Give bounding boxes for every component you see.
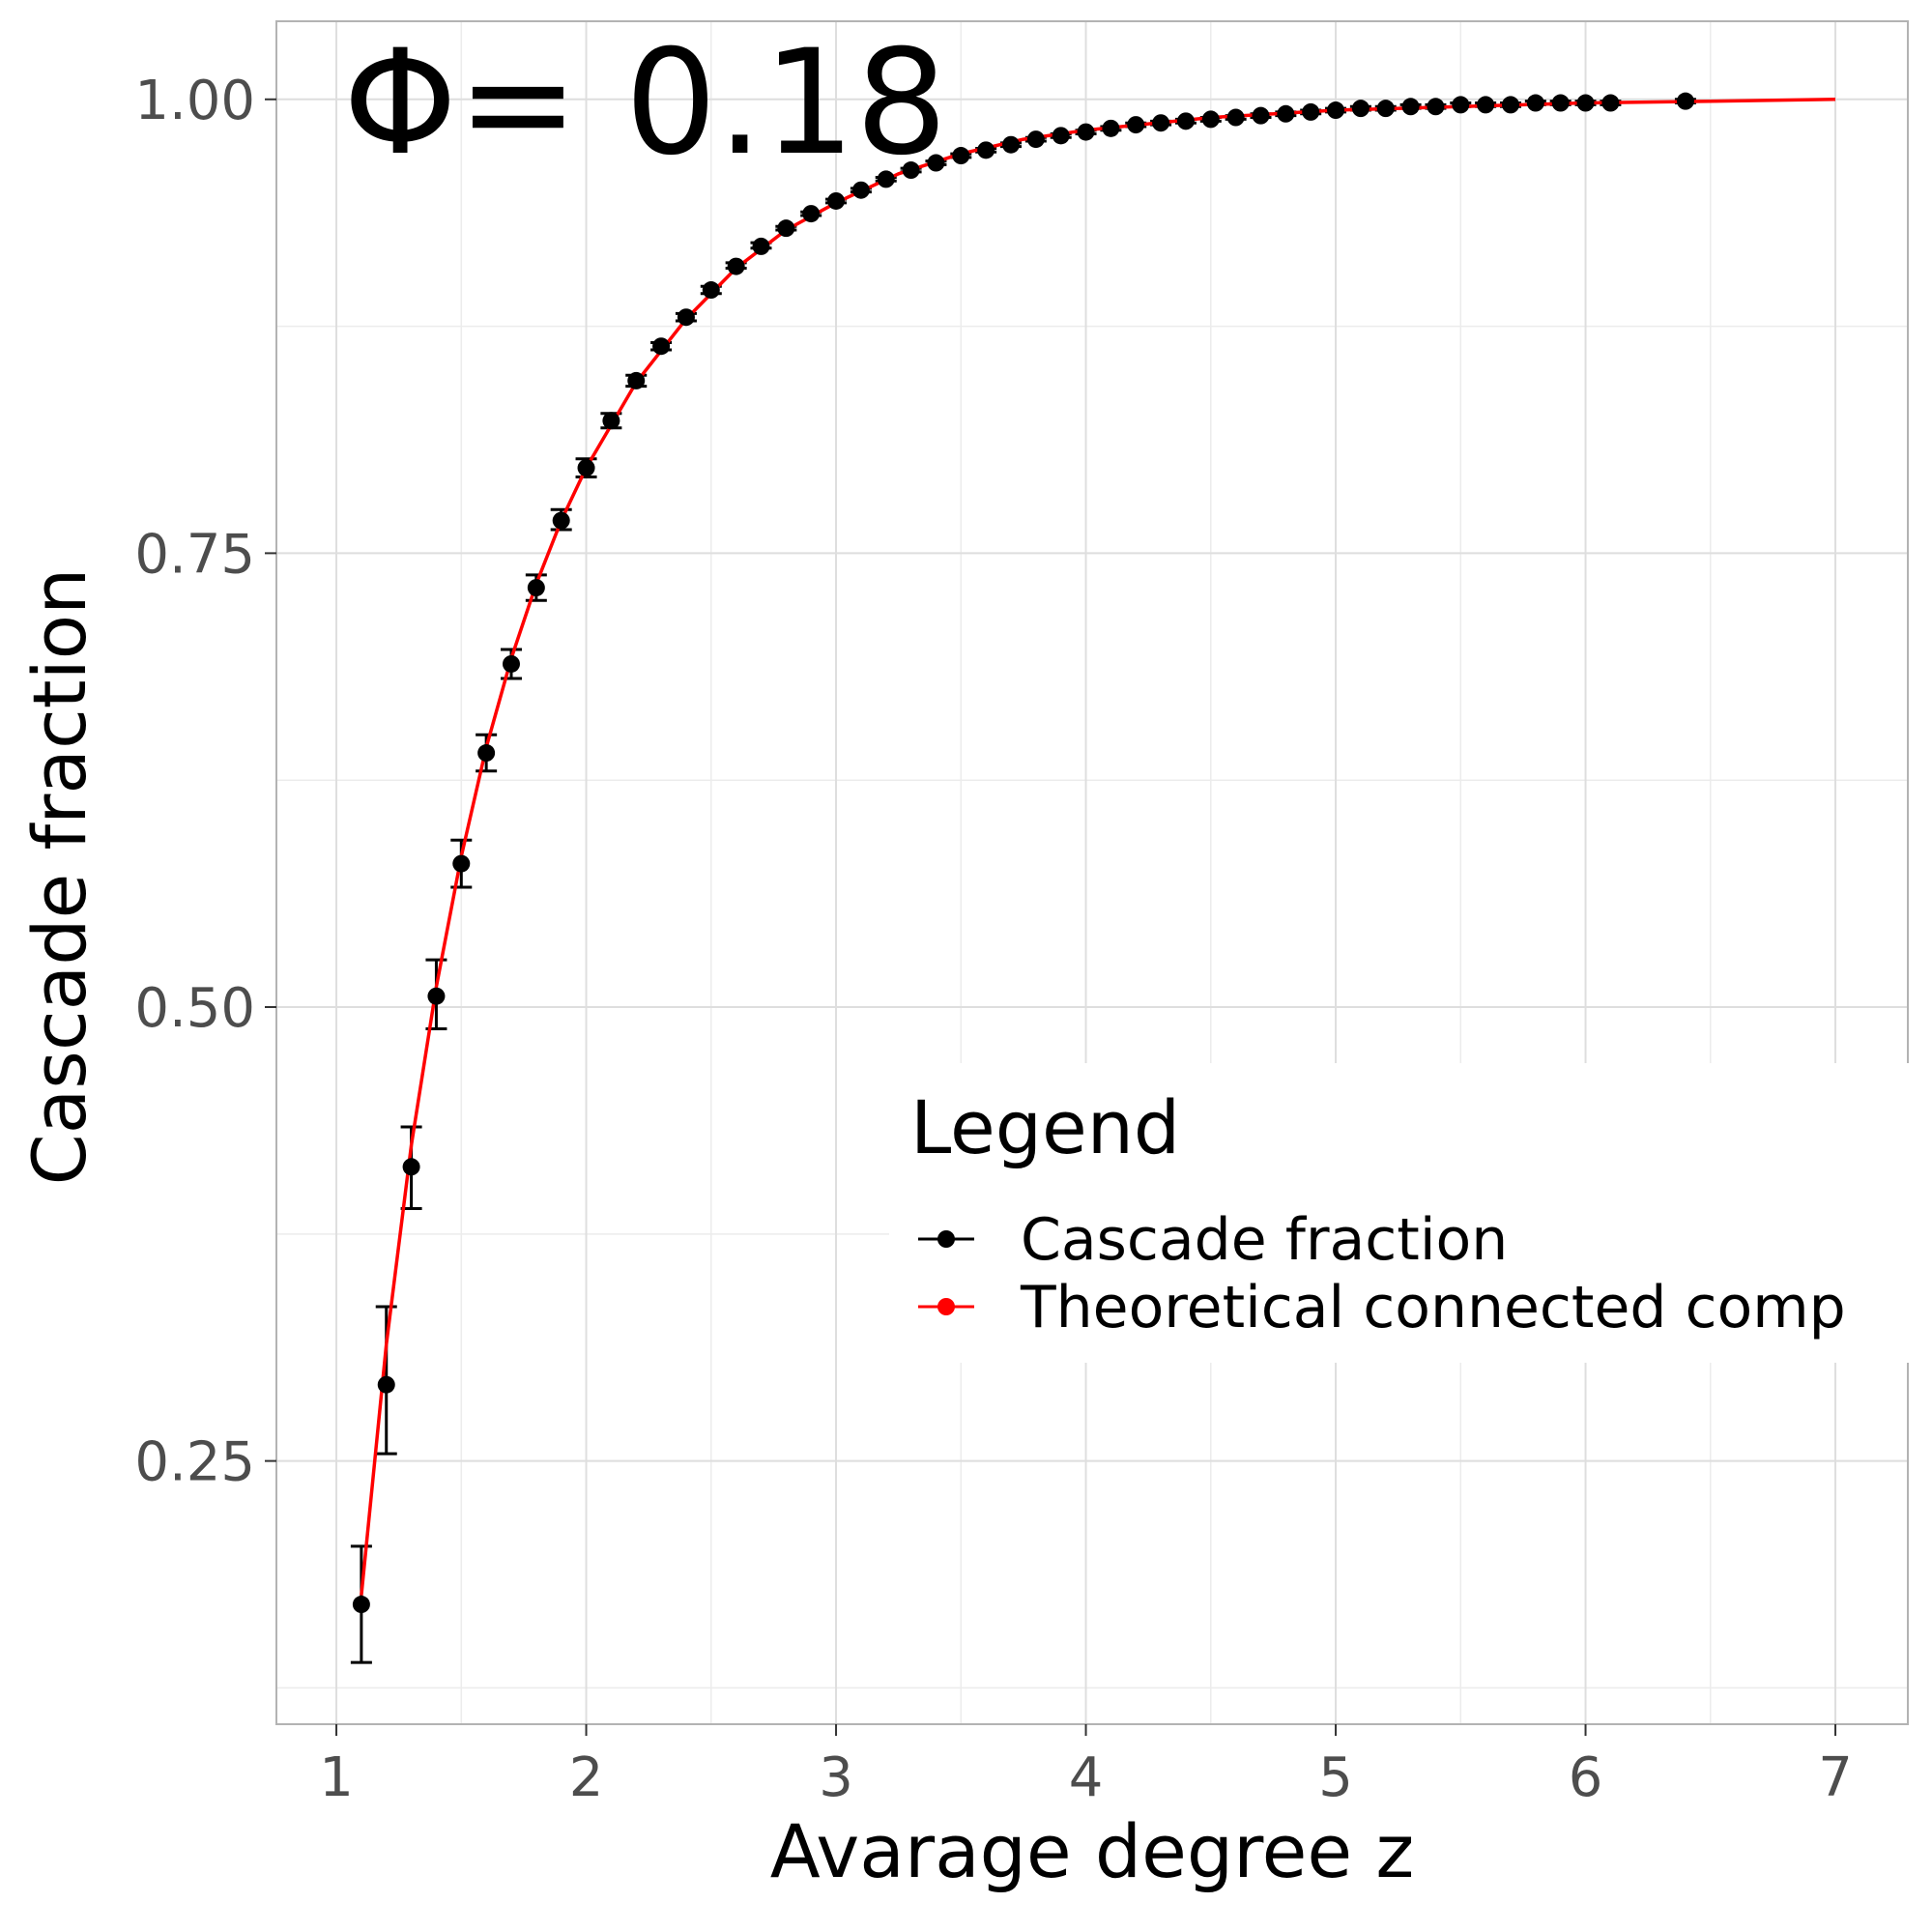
- data-point: [1302, 102, 1320, 121]
- data-point: [1376, 100, 1395, 118]
- x-tick-label: 3: [819, 1746, 853, 1809]
- data-point: [1676, 92, 1694, 110]
- data-point: [502, 654, 520, 673]
- data-point: [352, 1596, 370, 1614]
- data-point: [1477, 96, 1495, 114]
- data-point: [851, 181, 870, 199]
- data-point: [477, 744, 496, 763]
- data-point: [1226, 108, 1245, 127]
- panel-border: [275, 20, 1909, 1725]
- legend: Legend Cascade fraction Theoretical conn…: [889, 1063, 1932, 1363]
- x-tick-label: 6: [1569, 1746, 1603, 1809]
- data-point: [877, 170, 895, 188]
- data-point: [952, 147, 970, 165]
- data-point: [1327, 101, 1345, 120]
- data-point: [452, 854, 471, 873]
- cascade-points: [352, 92, 1694, 1614]
- data-point: [577, 459, 595, 477]
- data-point: [1152, 114, 1170, 132]
- x-tick-label: 4: [1069, 1746, 1104, 1809]
- data-point: [1201, 110, 1220, 129]
- data-point: [777, 219, 795, 238]
- data-point: [552, 511, 570, 530]
- data-point: [1277, 104, 1295, 123]
- data-point: [1351, 100, 1370, 118]
- data-point: [727, 257, 745, 275]
- legend-key-point-cascade: [937, 1230, 955, 1248]
- data-point: [1127, 116, 1145, 134]
- data-point: [827, 191, 846, 210]
- data-point: [1077, 123, 1095, 141]
- data-point: [1401, 98, 1420, 116]
- data-point: [702, 281, 720, 300]
- y-tick-label: 0.50: [134, 977, 255, 1040]
- x-tick-label: 7: [1818, 1746, 1853, 1809]
- data-point: [427, 987, 446, 1005]
- legend-background: [889, 1063, 1932, 1363]
- legend-label-cascade: Cascade fraction: [1021, 1206, 1508, 1274]
- data-point: [527, 579, 545, 597]
- y-axis-title: Cascade fraction: [16, 568, 102, 1186]
- data-point: [377, 1375, 395, 1394]
- data-point: [1452, 96, 1470, 114]
- data-point: [1052, 127, 1070, 145]
- data-point: [1026, 130, 1045, 149]
- data-point: [602, 412, 620, 430]
- legend-key-point-theory: [937, 1298, 955, 1315]
- annotation: Φ= 0.18: [343, 19, 947, 187]
- data-point: [677, 308, 695, 327]
- data-point: [1252, 106, 1270, 125]
- x-tick-label: 2: [569, 1746, 604, 1809]
- x-tick-label: 5: [1318, 1746, 1353, 1809]
- data-point: [1601, 94, 1620, 112]
- data-point: [402, 1158, 420, 1176]
- y-tick-label: 1.00: [134, 70, 255, 132]
- data-point: [652, 337, 671, 356]
- data-point: [1102, 119, 1120, 137]
- grid: [276, 21, 1908, 1724]
- data-point: [1501, 96, 1519, 114]
- data-point: [802, 205, 821, 223]
- data-point: [1001, 135, 1020, 154]
- x-tick-label: 1: [319, 1746, 354, 1809]
- data-point: [977, 141, 995, 159]
- axis-ticks: 1 2 3 4 5 6 7 0.25 0.50 0.75 1.00: [134, 70, 1853, 1809]
- data-point: [1526, 94, 1544, 112]
- data-point: [1427, 98, 1445, 116]
- y-tick-label: 0.75: [134, 523, 255, 586]
- data-point: [627, 371, 646, 389]
- data-point: [902, 161, 920, 180]
- data-point: [752, 237, 770, 255]
- data-point: [1551, 94, 1570, 112]
- x-axis-title: Avarage degree z: [770, 1808, 1414, 1894]
- y-tick-label: 0.25: [134, 1431, 255, 1494]
- legend-title: Legend: [910, 1084, 1180, 1170]
- legend-label-theory: Theoretical connected comp: [1020, 1274, 1846, 1341]
- data-point: [927, 154, 945, 172]
- data-point: [1576, 94, 1595, 112]
- data-point: [1176, 112, 1195, 130]
